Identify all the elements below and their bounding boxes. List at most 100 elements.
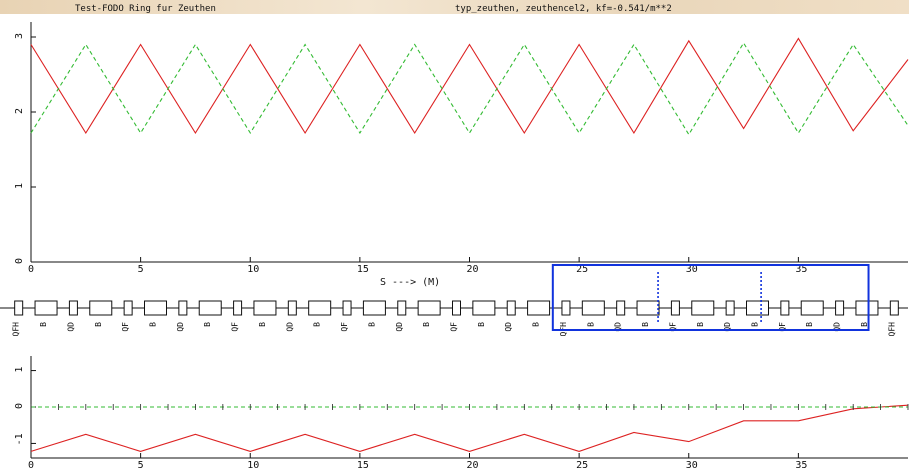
plot-title-left: Test-FODO Ring fur Zeuthen xyxy=(75,4,216,14)
lattice-element-B xyxy=(746,300,769,316)
lattice-element-B xyxy=(527,300,551,316)
lattice-element-QFH xyxy=(14,300,24,316)
y-tick-label: 0 xyxy=(14,403,25,409)
lattice-label: B xyxy=(860,322,869,327)
lattice-label: QF xyxy=(121,322,130,332)
x-tick-label: 30 xyxy=(686,460,698,471)
lattice-label: QF xyxy=(668,322,677,332)
dispersion-chart: 0 5 10 15 20 25 30 35 -1 0 1 xyxy=(14,356,909,471)
x-tick-label: 20 xyxy=(467,460,479,471)
lattice-label: QFH xyxy=(12,322,21,337)
lattice-label: B xyxy=(477,322,486,327)
lattice-label: QD xyxy=(504,322,513,332)
x-tick-label: 25 xyxy=(576,264,588,275)
lattice-element-B xyxy=(581,300,605,316)
x-tick-label: 20 xyxy=(467,264,479,275)
lattice-element-QF xyxy=(670,300,680,316)
x-tick-label: 0 xyxy=(28,460,34,471)
x-tick-label: 15 xyxy=(357,460,369,471)
x-tick-label: 0 xyxy=(28,264,34,275)
lattice-label: QF xyxy=(778,322,787,332)
plot-title-right: typ_zeuthen, zeuthencel2, kf=-0.541/m**2 xyxy=(455,4,672,14)
selection-box[interactable] xyxy=(551,264,870,331)
lattice-label: B xyxy=(805,322,814,327)
lattice-label: B xyxy=(149,322,158,327)
x-tick-label: 25 xyxy=(576,460,588,471)
lattice-label: B xyxy=(258,322,267,327)
x-tick-label: 30 xyxy=(686,264,698,275)
series-line-1 xyxy=(30,37,909,135)
x-tick-label: 15 xyxy=(357,264,369,275)
lattice-element-QF xyxy=(780,300,790,316)
lattice-element-QD xyxy=(835,300,845,316)
lattice-label: B xyxy=(94,322,103,327)
y-tick-label: -1 xyxy=(14,433,25,445)
lattice-label: B xyxy=(532,322,541,327)
lattice-element-B xyxy=(855,300,879,316)
y-tick-label: 1 xyxy=(14,367,25,373)
lattice-element-QF xyxy=(342,300,352,316)
y-tick-label: 0 xyxy=(14,258,25,264)
lattice-element-B xyxy=(636,300,660,316)
lattice-element-QF xyxy=(233,300,243,316)
x-tick-label: 5 xyxy=(138,264,144,275)
x-axis-label: S ---> (M) xyxy=(380,277,440,288)
lattice-element-QD xyxy=(725,300,735,316)
lattice-label: QF xyxy=(450,322,459,332)
x-tick-label: 5 xyxy=(138,460,144,471)
lattice-element-QD xyxy=(397,300,407,316)
lattice-label: QD xyxy=(723,322,732,332)
lattice-element-B xyxy=(144,300,167,316)
lattice-element-B xyxy=(691,300,715,316)
lattice-label: B xyxy=(203,322,212,327)
y-tick-label: 1 xyxy=(14,183,25,189)
lattice-element-QF xyxy=(123,300,133,316)
lattice-element-B xyxy=(253,300,277,316)
lattice-label: B xyxy=(422,322,431,327)
x-tick-label: 35 xyxy=(795,460,807,471)
x-tick-label: 10 xyxy=(247,460,259,471)
lattice-element-QD xyxy=(178,300,188,316)
lattice-element-QD xyxy=(68,300,78,316)
lattice-label: QD xyxy=(833,322,842,332)
lattice-element-B xyxy=(417,300,441,316)
lattice-label: QF xyxy=(231,322,240,332)
lattice-element-B xyxy=(198,300,222,316)
x-tick-label: 10 xyxy=(247,264,259,275)
y-tick-label: 3 xyxy=(14,33,25,39)
lattice-element-B xyxy=(472,300,496,316)
lattice-label: QD xyxy=(614,322,623,332)
lattice-element-B xyxy=(308,300,332,316)
lattice-element-B xyxy=(89,300,113,316)
lattice-label: B xyxy=(751,322,760,327)
beta-function-chart: 0 5 10 15 20 25 30 35 0 1 2 3 xyxy=(14,22,909,275)
lattice-element-B xyxy=(800,300,824,316)
lattice-label: QD xyxy=(66,322,75,332)
lattice-label: B xyxy=(641,322,650,327)
lattice-label: B xyxy=(586,322,595,327)
lattice-element-QD xyxy=(506,300,516,316)
y-tick-label: 2 xyxy=(14,108,25,114)
lattice-label: B xyxy=(367,322,376,327)
lattice-label: QD xyxy=(395,322,404,332)
series-line-1 xyxy=(30,404,909,452)
lattice-element-row: QFH B QD B QF B QD B QF B QD B QF B QD B QF B QD B QFH B QD B QF… xyxy=(0,272,908,336)
lattice-element-QD xyxy=(616,300,626,316)
lattice-element-QFH xyxy=(561,300,571,316)
lattice-label: QFH xyxy=(887,322,896,337)
lattice-label: QD xyxy=(176,322,185,332)
lattice-label: B xyxy=(313,322,322,327)
lattice-element-QFH xyxy=(889,300,899,316)
lattice-element-QF xyxy=(452,300,461,316)
lattice-label: QF xyxy=(340,322,349,332)
header-strip xyxy=(0,0,909,14)
lattice-label: QD xyxy=(285,322,294,332)
series-line-2 xyxy=(30,41,909,136)
lattice-label: B xyxy=(696,322,705,327)
lattice-label: B xyxy=(39,322,48,327)
x-tick-label: 35 xyxy=(795,264,807,275)
lattice-element-B xyxy=(34,300,58,316)
lattice-element-B xyxy=(362,300,386,316)
lattice-element-QD xyxy=(287,300,297,316)
